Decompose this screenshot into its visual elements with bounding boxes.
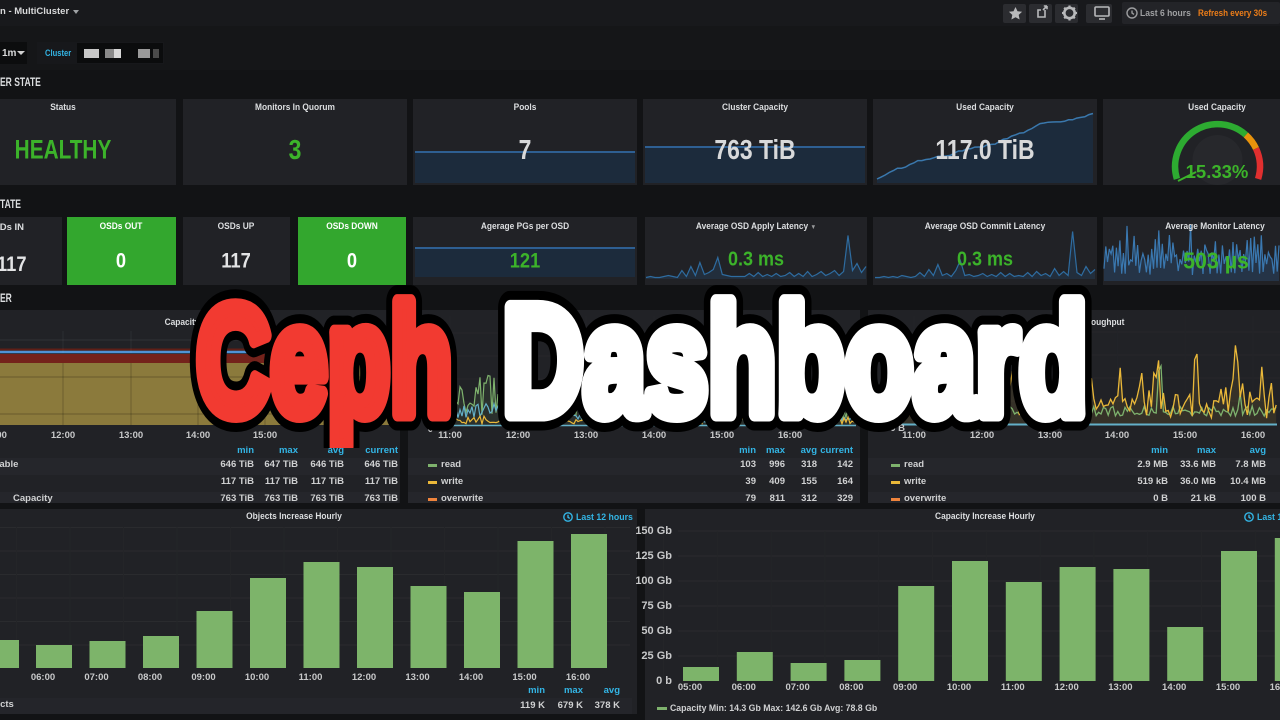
svg-text:Dashboard: Dashboard: [503, 274, 1088, 447]
svg-text:Dashboard: Dashboard: [503, 274, 1088, 447]
svg-text:Ceph: Ceph: [197, 274, 453, 447]
svg-text:Ceph: Ceph: [197, 274, 453, 447]
